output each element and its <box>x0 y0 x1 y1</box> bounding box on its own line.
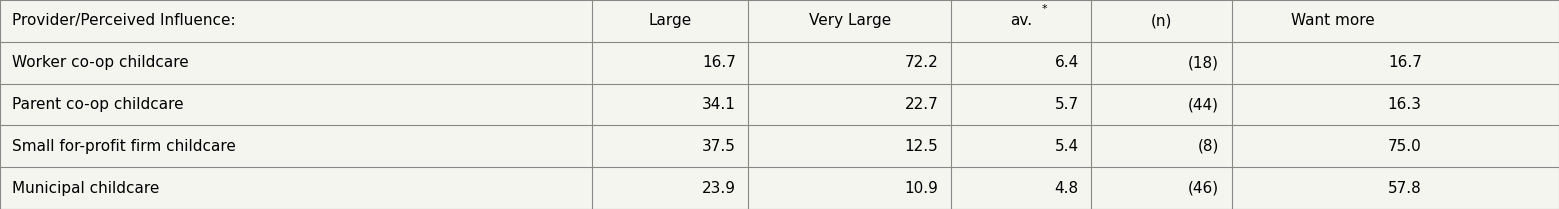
Text: Worker co-op childcare: Worker co-op childcare <box>12 55 189 70</box>
Text: 5.7: 5.7 <box>1055 97 1079 112</box>
Text: 16.7: 16.7 <box>1388 55 1422 70</box>
Text: Large: Large <box>649 13 692 28</box>
Text: Parent co-op childcare: Parent co-op childcare <box>12 97 184 112</box>
Text: 72.2: 72.2 <box>904 55 939 70</box>
Text: 75.0: 75.0 <box>1388 139 1422 154</box>
Text: 4.8: 4.8 <box>1055 181 1079 196</box>
Text: av.: av. <box>1010 13 1032 28</box>
Text: (46): (46) <box>1188 181 1219 196</box>
Text: 16.3: 16.3 <box>1388 97 1422 112</box>
Text: 16.7: 16.7 <box>702 55 736 70</box>
Text: 6.4: 6.4 <box>1054 55 1079 70</box>
Text: 37.5: 37.5 <box>702 139 736 154</box>
Text: Municipal childcare: Municipal childcare <box>12 181 161 196</box>
Text: 12.5: 12.5 <box>904 139 939 154</box>
Text: 23.9: 23.9 <box>702 181 736 196</box>
Text: 10.9: 10.9 <box>904 181 939 196</box>
Text: (18): (18) <box>1188 55 1219 70</box>
Text: 5.4: 5.4 <box>1055 139 1079 154</box>
Text: Small for-profit firm childcare: Small for-profit firm childcare <box>12 139 237 154</box>
Text: *: * <box>1041 4 1048 14</box>
Text: Very Large: Very Large <box>809 13 890 28</box>
Text: Want more: Want more <box>1291 13 1375 28</box>
Text: (8): (8) <box>1197 139 1219 154</box>
Text: (n): (n) <box>1151 13 1172 28</box>
Text: 34.1: 34.1 <box>702 97 736 112</box>
Text: 22.7: 22.7 <box>904 97 939 112</box>
Text: (44): (44) <box>1188 97 1219 112</box>
Text: Provider/Perceived Influence:: Provider/Perceived Influence: <box>12 13 235 28</box>
Text: 57.8: 57.8 <box>1388 181 1422 196</box>
